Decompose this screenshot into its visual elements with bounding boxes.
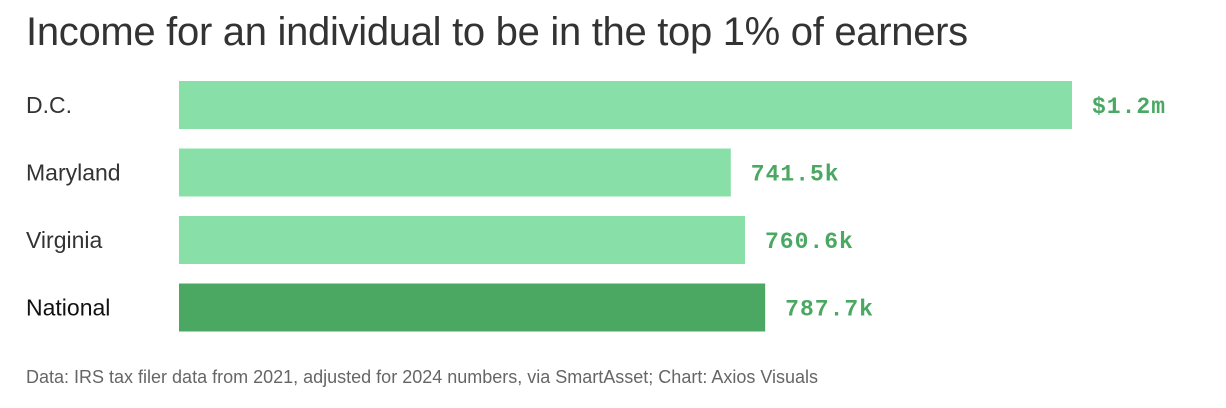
category-label-national: National xyxy=(26,295,110,321)
category-label-virginia: Virginia xyxy=(26,227,102,253)
bar-national xyxy=(179,283,766,332)
value-label-national: 787.7k xyxy=(785,297,874,323)
bar-d-c xyxy=(179,81,1072,129)
chart-title: Income for an individual to be in the to… xyxy=(26,10,968,54)
value-label-d-c: $1.2m xyxy=(1092,94,1166,120)
value-label-maryland: 741.5k xyxy=(751,162,840,188)
bar-maryland xyxy=(179,148,731,197)
value-label-virginia: 760.6k xyxy=(765,229,854,255)
source-note: Data: IRS tax filer data from 2021, adju… xyxy=(26,367,819,387)
bar-virginia xyxy=(179,216,746,264)
category-label-d-c: D.C. xyxy=(26,92,72,118)
category-label-maryland: Maryland xyxy=(26,160,121,186)
